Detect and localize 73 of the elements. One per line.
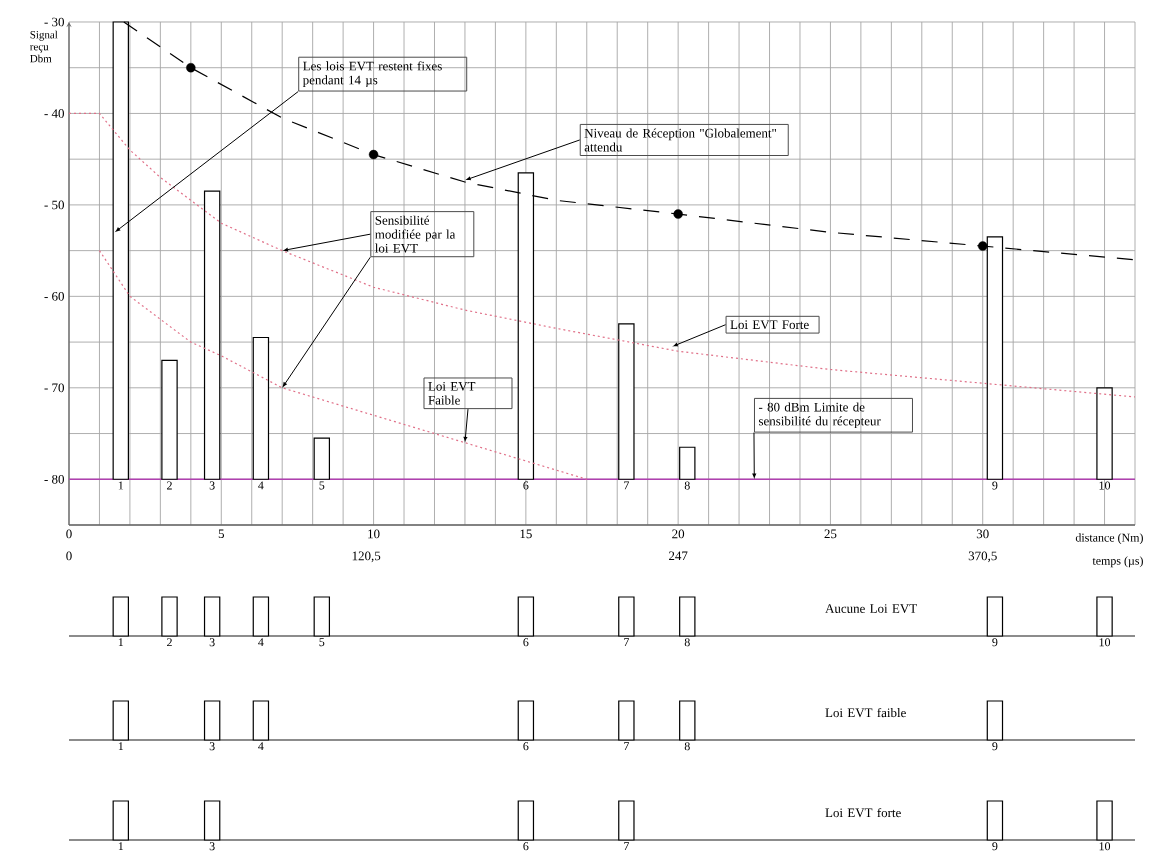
- chart-title: Loi EVT faible: [825, 707, 906, 718]
- annotation: 2: [167, 638, 172, 647]
- annotation: 1: [118, 638, 124, 647]
- annotation: 4: [258, 638, 264, 647]
- chart-title: Aucune Loi EVT: [825, 604, 917, 613]
- annotation: 3: [209, 842, 215, 851]
- bar: [313, 437, 331, 480]
- annotation: Loi EVT Faible: [428, 381, 476, 405]
- point: [978, 241, 988, 251]
- x2-tick-label: 0: [66, 551, 72, 561]
- annotation: 7: [624, 742, 629, 751]
- x-tick-label: 30: [976, 529, 989, 539]
- bar: [618, 323, 635, 480]
- annotation: 9: [992, 842, 998, 851]
- annotation: 7: [624, 842, 629, 851]
- annotation: 1: [118, 842, 124, 851]
- y-axis-title: Signal reçu Dbm: [30, 30, 58, 63]
- annotation: 1: [118, 481, 124, 490]
- annotation: 6: [523, 742, 529, 751]
- annotation: 4: [258, 742, 264, 751]
- bar: [1096, 387, 1113, 480]
- y-tick-label: - 70: [44, 383, 64, 393]
- bar: [161, 359, 178, 480]
- annotation: 1: [118, 742, 124, 751]
- point: [186, 63, 196, 73]
- annotation: 3: [209, 638, 215, 647]
- bar: [679, 446, 696, 480]
- x-tick-label: 15: [520, 529, 532, 539]
- x2-tick-label: 247: [669, 551, 688, 561]
- annotation: 9: [992, 638, 998, 647]
- x-tick-label: 25: [824, 529, 837, 539]
- x-axis-title: distance (Nm): [1075, 533, 1143, 545]
- point: [673, 209, 683, 219]
- y-tick-label: - 60: [44, 291, 64, 301]
- annotation: 3: [209, 481, 215, 490]
- x-tick-label: 20: [672, 529, 685, 539]
- annotation: 8: [684, 742, 690, 751]
- annotation: Sensibilité modifiée par la loi EVT: [375, 215, 456, 253]
- y-tick-label: - 30: [44, 17, 64, 27]
- annotation: 7: [624, 481, 629, 490]
- x2-axis-title: temps (µs): [1092, 556, 1143, 568]
- x-tick-label: 10: [368, 529, 380, 539]
- annotation: 8: [684, 638, 690, 647]
- annotation: 6: [523, 481, 529, 490]
- annotation: 9: [992, 481, 998, 490]
- y-tick-label: - 80: [44, 474, 64, 484]
- chart-title: Loi EVT forte: [825, 807, 901, 818]
- annotation: 6: [523, 638, 529, 647]
- x2-tick-label: 370,5: [968, 551, 997, 563]
- annotation: 4: [258, 481, 264, 490]
- annotation: 10: [1099, 638, 1111, 647]
- annotation: 6: [523, 842, 529, 851]
- annotation: 5: [319, 481, 325, 490]
- x-tick-label: 5: [218, 529, 225, 539]
- annotation: 2: [167, 481, 172, 490]
- annotation: 9: [992, 742, 998, 751]
- bar: [203, 190, 221, 480]
- annotation: 10: [1099, 842, 1111, 851]
- y-tick-label: - 40: [44, 109, 64, 118]
- annotation: Les lois EVT restent fixes pendant 14 µs: [302, 61, 442, 88]
- point: [368, 149, 379, 160]
- annotation: 8: [684, 481, 690, 490]
- annotation: 7: [624, 638, 629, 647]
- annotation: - 80 dBm Limite de sensibilité du récepteur: [758, 402, 881, 429]
- x2-tick-label: 120,5: [352, 551, 381, 563]
- annotation: 10: [1099, 481, 1111, 490]
- annotation: 3: [209, 742, 215, 751]
- y-tick-label: - 50: [44, 200, 64, 210]
- annotation: Loi EVT Forte: [730, 320, 809, 330]
- x-tick-label: 0: [66, 529, 72, 539]
- annotation: Niveau de Réception "Globalement" attendu: [584, 128, 776, 152]
- bar: [252, 336, 270, 480]
- annotation: 5: [319, 638, 325, 647]
